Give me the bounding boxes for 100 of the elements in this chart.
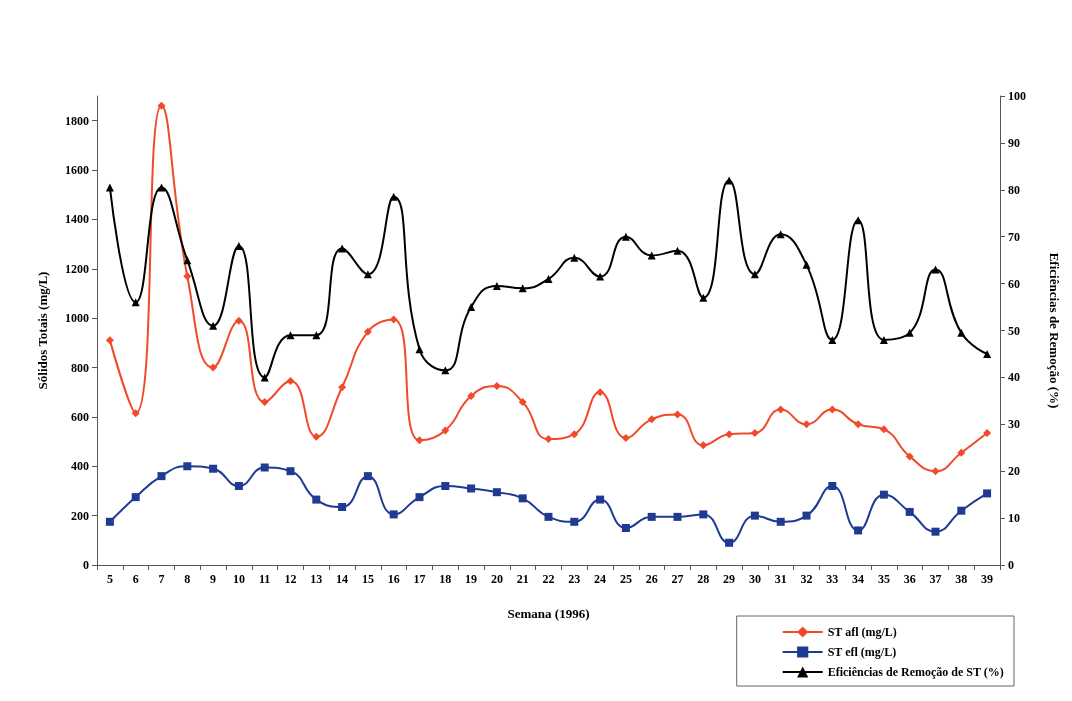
y2-axis-title: Eficiências de Remoção (%) [1047, 252, 1062, 409]
x-tick-label: 29 [723, 572, 736, 586]
point [286, 377, 295, 386]
point [621, 232, 630, 241]
x-tick-label: 32 [800, 572, 813, 586]
point [750, 270, 759, 279]
x-tick-label: 34 [852, 572, 865, 586]
y-tick-label: 800 [71, 360, 89, 375]
point [931, 527, 940, 536]
y2-tick-label: 10 [1008, 511, 1020, 526]
x-tick-label: 10 [232, 572, 245, 586]
point [931, 467, 940, 476]
point [105, 336, 114, 345]
point [879, 335, 888, 344]
point [725, 538, 734, 547]
point [802, 260, 811, 269]
point [957, 448, 966, 457]
point [183, 272, 192, 281]
point [673, 410, 682, 419]
x-tick-label: 28 [697, 572, 710, 586]
point [209, 363, 218, 372]
x-tick-label: 33 [826, 572, 839, 586]
point [312, 495, 321, 504]
point [879, 425, 888, 434]
y-tick-label: 0 [83, 558, 89, 572]
x-tick-label: 21 [516, 572, 529, 586]
point [750, 511, 759, 520]
x-tick-label: 25 [619, 572, 632, 586]
point [467, 303, 476, 312]
point [389, 192, 398, 201]
point [905, 507, 914, 516]
y-tick-label: 1200 [65, 261, 89, 276]
y2-tick-label: 80 [1008, 182, 1020, 197]
y2-tick-label: 70 [1008, 229, 1020, 244]
x-tick-label: 38 [955, 572, 968, 586]
point [570, 430, 579, 439]
x-tick-label: 15 [361, 572, 374, 586]
point [209, 321, 218, 330]
y-tick-label: 1000 [65, 311, 89, 326]
point [621, 523, 630, 532]
point [234, 316, 243, 325]
point [879, 490, 888, 499]
x-axis-title: Semana (1996) [507, 606, 590, 621]
x-tick-label: 17 [413, 572, 426, 586]
point [828, 482, 837, 491]
point [699, 510, 708, 519]
x-tick-label: 8 [184, 572, 191, 586]
point [518, 398, 527, 407]
point [957, 328, 966, 337]
y-tick-label: 200 [71, 508, 89, 523]
x-tick-label: 27 [671, 572, 684, 586]
x-tick-label: 18 [439, 572, 452, 586]
point [802, 420, 811, 429]
point [725, 430, 734, 439]
point [286, 331, 295, 340]
x-tick-label: 24 [594, 572, 607, 586]
x-tick-label: 39 [981, 572, 994, 586]
legend-label: ST efl (mg/L) [827, 645, 897, 659]
point [621, 433, 630, 442]
point [363, 270, 372, 279]
point [492, 281, 501, 290]
point [983, 349, 992, 358]
point [131, 409, 140, 418]
point [338, 502, 347, 511]
x-tick-label: 23 [568, 572, 581, 586]
point [544, 435, 553, 444]
point [699, 293, 708, 302]
y2-tick-label: 100 [1008, 89, 1026, 103]
point [673, 512, 682, 521]
point [905, 328, 914, 337]
point [518, 494, 527, 503]
point [338, 383, 347, 392]
point [957, 506, 966, 515]
point [983, 428, 992, 437]
point [467, 484, 476, 493]
x-tick-label: 14 [336, 572, 349, 586]
point [828, 405, 837, 414]
point [596, 388, 605, 397]
y2-tick-label: 0 [1008, 558, 1014, 572]
point [209, 464, 218, 473]
y2-tick-label: 60 [1008, 276, 1020, 291]
y2-tick-label: 30 [1008, 417, 1020, 432]
x-tick-label: 20 [490, 572, 503, 586]
y2-tick-label: 50 [1008, 323, 1020, 338]
point [570, 253, 579, 262]
point [570, 517, 579, 526]
y2-tick-label: 40 [1008, 370, 1020, 385]
y-tick-label: 1800 [65, 113, 89, 128]
point [544, 512, 553, 521]
y-tick-label: 400 [71, 459, 89, 474]
point [467, 391, 476, 400]
point [183, 462, 192, 471]
point [596, 495, 605, 504]
x-tick-label: 22 [542, 572, 555, 586]
y-axis-title: Sólidos Totais (mg/L) [35, 271, 50, 390]
point [776, 517, 785, 526]
point [931, 265, 940, 274]
point [441, 482, 450, 491]
point [157, 183, 166, 192]
x-tick-label: 9 [210, 572, 217, 586]
